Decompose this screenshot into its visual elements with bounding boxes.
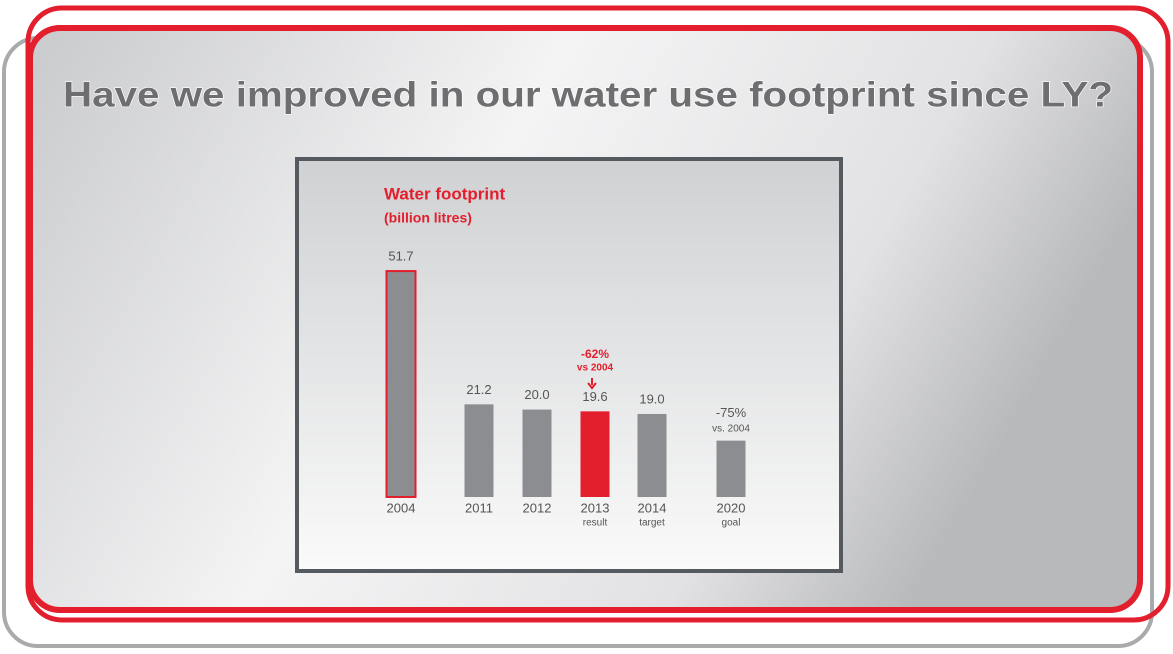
- x-tick-label: 2011: [465, 500, 493, 515]
- value-label: 19.0: [639, 391, 664, 406]
- slide-title: Have we improved in our water use footpr…: [63, 75, 1113, 114]
- x-tick-label: 2013: [581, 500, 610, 515]
- value-label: 20.0: [524, 387, 549, 402]
- category-note: target: [639, 518, 665, 529]
- chart-subtitle: (billion litres): [384, 210, 472, 226]
- x-tick-label: 2014: [638, 500, 667, 515]
- bar: [716, 440, 746, 497]
- change-label: -62%: [581, 347, 609, 361]
- bar: [637, 413, 667, 497]
- change-label: -75%: [716, 405, 747, 420]
- bar: [385, 270, 417, 499]
- bar: [464, 404, 494, 497]
- chart-box: [295, 157, 843, 573]
- category-note: goal: [722, 518, 741, 529]
- x-tick-label: 2012: [523, 500, 552, 515]
- chart-title: Water footprint: [384, 184, 506, 203]
- change-note: vs 2004: [577, 363, 614, 374]
- bar: [522, 409, 552, 497]
- value-label: 51.7: [388, 249, 413, 264]
- bar: [580, 411, 610, 497]
- arrow: [587, 378, 597, 390]
- x-tick-label: 2020: [717, 500, 746, 515]
- change-note: vs. 2004: [712, 423, 750, 434]
- x-tick-label: 2004: [387, 500, 416, 515]
- value-label: 21.2: [466, 382, 491, 397]
- value-label: 19.6: [582, 389, 607, 404]
- category-note: result: [583, 518, 608, 529]
